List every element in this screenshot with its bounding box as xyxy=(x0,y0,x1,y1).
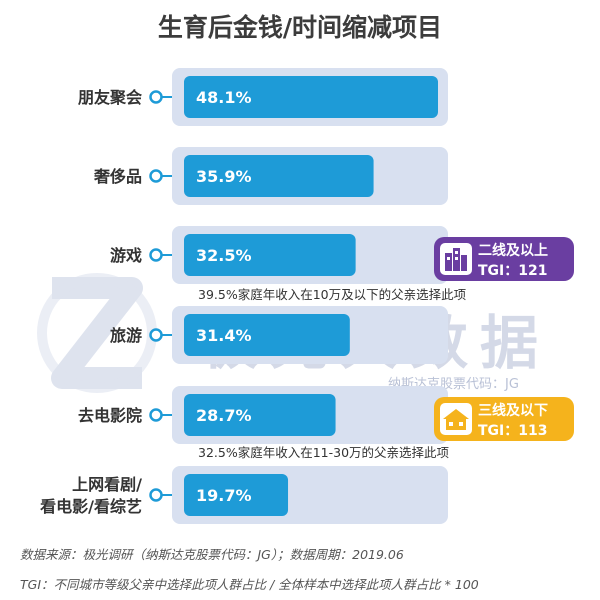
bar xyxy=(184,314,350,356)
bar-value-label: 35.9% xyxy=(196,167,252,186)
connector-dot xyxy=(149,408,163,422)
badge-tgi: TGI：113 xyxy=(478,423,548,439)
bar-value-label: 19.7% xyxy=(196,486,252,505)
category-label: 朋友聚会 xyxy=(78,88,142,107)
bar-value-label: 31.4% xyxy=(196,326,252,345)
category-label: 奢侈品 xyxy=(93,167,142,186)
connector-dot xyxy=(149,169,163,183)
badge-tgi: TGI：121 xyxy=(478,263,548,279)
connector-dot xyxy=(149,488,163,502)
annotation-2: 32.5%家庭年收入在11-30万的父亲选择此项 xyxy=(198,445,449,460)
page-title: 生育后金钱/时间缩减项目 xyxy=(157,13,443,42)
category-label: 旅游 xyxy=(110,326,142,345)
badge-label: 三线及以下 xyxy=(478,403,548,419)
connector-dot xyxy=(149,248,163,262)
house-icon xyxy=(440,403,472,435)
bar xyxy=(184,474,289,516)
bar-value-label: 32.5% xyxy=(196,246,252,265)
badge-label: 二线及以上 xyxy=(478,243,548,259)
tgi-badge-tier2: 二线及以上 TGI：121 xyxy=(434,237,574,281)
category-label: 上网看剧/看电影/看综艺 xyxy=(39,475,142,516)
footer-tgi-note: TGI：不同城市等级父亲中选择此项人群占比 / 全体样本中选择此项人群占比 * … xyxy=(20,577,479,592)
bar xyxy=(184,394,336,436)
bar xyxy=(184,76,438,118)
connector-dot xyxy=(149,328,163,342)
building-icon xyxy=(440,243,472,275)
category-label: 去电影院 xyxy=(78,406,142,425)
annotation-1: 39.5%家庭年收入在10万及以下的父亲选择此项 xyxy=(198,287,466,302)
tgi-badge-tier3: 三线及以下 TGI：113 xyxy=(434,397,574,441)
category-label: 游戏 xyxy=(110,246,142,265)
connector-dot xyxy=(149,90,163,104)
footer-source: 数据来源：极光调研（纳斯达克股票代码：JG）；数据周期：2019.06 xyxy=(20,547,404,562)
bar-value-label: 28.7% xyxy=(196,406,252,425)
bar xyxy=(184,234,356,276)
bar xyxy=(184,155,374,197)
bar-value-label: 48.1% xyxy=(196,88,252,107)
